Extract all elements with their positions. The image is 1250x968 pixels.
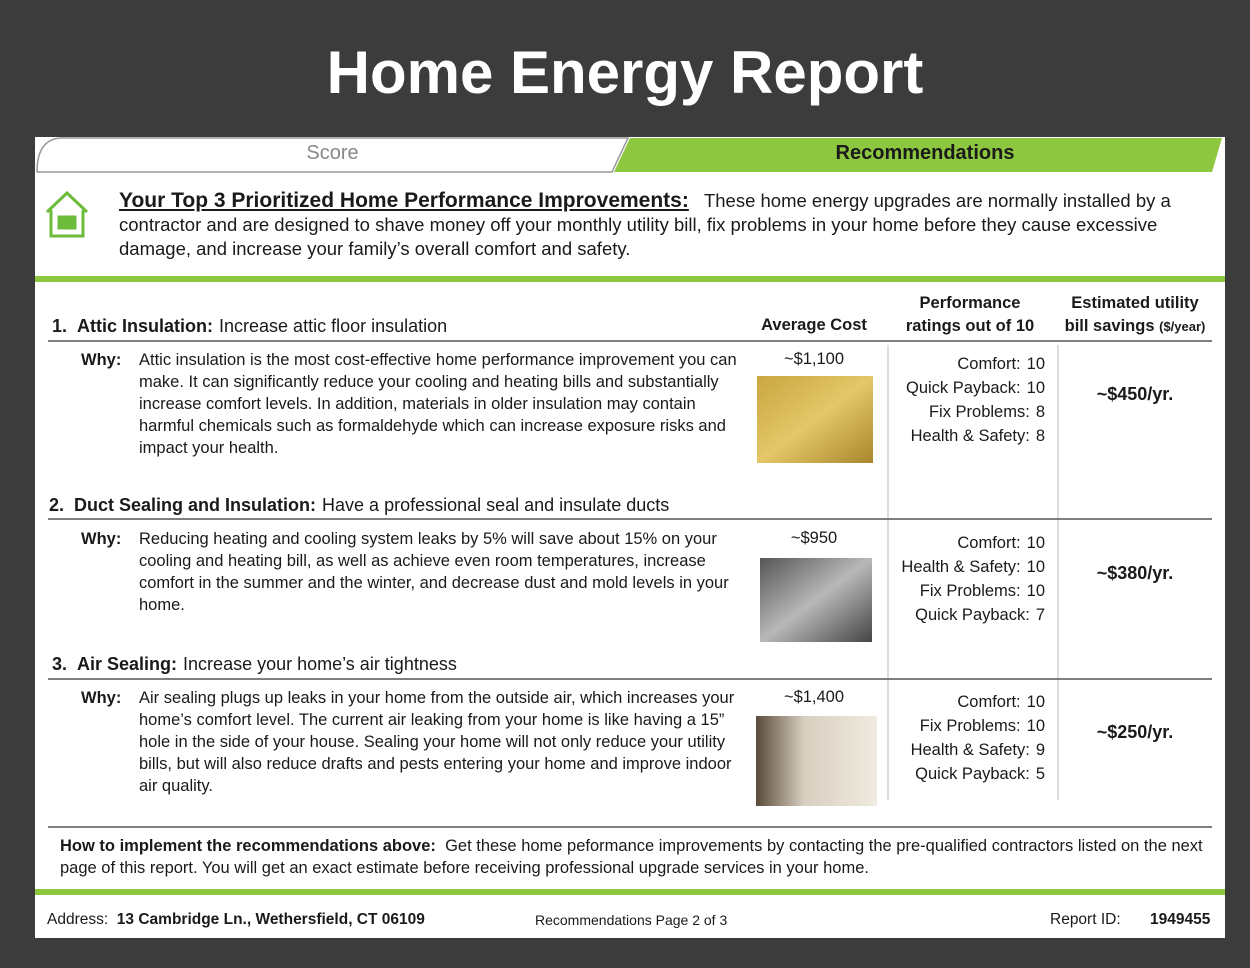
rating-value: 8 bbox=[1036, 403, 1045, 421]
rating-value: 9 bbox=[1036, 741, 1045, 759]
rating-label: Quick Payback: bbox=[915, 765, 1030, 783]
tab-label[interactable]: Score bbox=[37, 142, 628, 165]
rating: Health & Safety: 9 bbox=[875, 741, 1045, 760]
rating: Comfort: 10 bbox=[875, 534, 1045, 553]
rating-label: Health & Safety: bbox=[901, 558, 1020, 576]
rating-value: 10 bbox=[1027, 355, 1045, 373]
rating-value: 8 bbox=[1036, 427, 1045, 445]
rating-label: Health & Safety: bbox=[911, 741, 1030, 759]
rating-label: Quick Payback: bbox=[915, 606, 1030, 624]
duct-photo bbox=[760, 558, 872, 642]
why-text: Attic insulation is the most cost-effect… bbox=[139, 349, 739, 459]
rating-label: Fix Problems: bbox=[920, 582, 1021, 600]
page-title: Home Energy Report bbox=[0, 38, 1250, 107]
savings: ~$380/yr. bbox=[1060, 563, 1210, 584]
rating: Health & Safety: 8 bbox=[875, 427, 1045, 446]
item-heading: 1. Attic Insulation: Increase attic floor … bbox=[52, 316, 447, 337]
footer-note: How to implement the recommendations abo… bbox=[60, 835, 1210, 879]
rating-label: Comfort: bbox=[957, 355, 1020, 373]
column-header: Estimated utility bill savings ($/year) bbox=[1060, 292, 1210, 338]
rating-label: Fix Problems: bbox=[929, 403, 1030, 421]
item-number: 2. bbox=[49, 495, 64, 515]
rating-label: Quick Payback: bbox=[906, 379, 1021, 397]
rating: Comfort: 10 bbox=[875, 355, 1045, 374]
why-label: Why: bbox=[81, 687, 121, 709]
rating-label: Health & Safety: bbox=[911, 427, 1030, 445]
rating-value: 10 bbox=[1027, 717, 1045, 735]
intro-heading: Your Top 3 Prioritized Home Performance … bbox=[119, 189, 689, 212]
note-heading: How to implement the recommendations abo… bbox=[60, 837, 436, 855]
page-number: Recommendations Page 2 of 3 bbox=[535, 912, 727, 928]
rating-value: 10 bbox=[1027, 582, 1045, 600]
page: Home Energy Report Score Recommendations… bbox=[0, 0, 1250, 968]
item-summary: Increase your home’s air tightness bbox=[183, 654, 457, 674]
address-label: Address: bbox=[47, 911, 108, 928]
average-cost: ~$1,400 bbox=[752, 688, 876, 707]
rating: Quick Payback: 10 bbox=[875, 379, 1045, 398]
why-label: Why: bbox=[81, 528, 121, 550]
address: Address: 13 Cambridge Ln., Wethersfield,… bbox=[47, 911, 425, 929]
rating: Quick Payback: 5 bbox=[875, 765, 1045, 784]
rating: Comfort: 10 bbox=[875, 693, 1045, 712]
rating-label: Fix Problems: bbox=[920, 717, 1021, 735]
intro: Your Top 3 Prioritized Home Performance … bbox=[119, 189, 1179, 261]
average-cost: ~$950 bbox=[752, 529, 876, 548]
rating-value: 5 bbox=[1036, 765, 1045, 783]
item-name: Attic Insulation: bbox=[77, 316, 213, 336]
average-cost: ~$1,100 bbox=[752, 350, 876, 369]
rating-value: 10 bbox=[1027, 693, 1045, 711]
item-number: 1. bbox=[52, 316, 67, 336]
item-summary: Have a professional seal and insulate du… bbox=[322, 495, 669, 515]
report-id: 1949455 bbox=[1150, 911, 1210, 929]
rating: Fix Problems: 10 bbox=[875, 582, 1045, 601]
air-sealing-photo bbox=[756, 716, 877, 806]
item-name: Air Sealing: bbox=[77, 654, 177, 674]
rating-value: 10 bbox=[1027, 558, 1045, 576]
rating-value: 10 bbox=[1027, 379, 1045, 397]
why-text: Reducing heating and cooling system leak… bbox=[139, 528, 739, 616]
divider bbox=[35, 276, 1225, 282]
rating-value: 10 bbox=[1027, 534, 1045, 552]
item-number: 3. bbox=[52, 654, 67, 674]
rating: Quick Payback: 7 bbox=[875, 606, 1045, 625]
why-text: Air sealing plugs up leaks in your home … bbox=[139, 687, 739, 797]
tab-label[interactable]: Recommendations bbox=[628, 142, 1222, 165]
rating-label: Comfort: bbox=[957, 534, 1020, 552]
rating: Fix Problems: 8 bbox=[875, 403, 1045, 422]
attic-photo bbox=[757, 376, 873, 463]
savings: ~$250/yr. bbox=[1060, 722, 1210, 743]
address-value: 13 Cambridge Ln., Wethersfield, CT 06109 bbox=[117, 911, 425, 928]
house-icon bbox=[47, 193, 87, 236]
why-label: Why: bbox=[81, 349, 121, 371]
column-header-unit: ($/year) bbox=[1159, 319, 1205, 334]
divider bbox=[35, 889, 1225, 895]
item-summary: Increase attic floor insulation bbox=[219, 316, 447, 336]
rating-label: Comfort: bbox=[957, 693, 1020, 711]
item-name: Duct Sealing and Insulation: bbox=[74, 495, 316, 515]
report-id-label: Report ID: bbox=[1050, 911, 1121, 929]
rating: Fix Problems: 10 bbox=[875, 717, 1045, 736]
savings: ~$450/yr. bbox=[1060, 384, 1210, 405]
column-header: Performance ratings out of 10 bbox=[895, 292, 1045, 338]
column-header: Average Cost bbox=[752, 316, 876, 335]
rating-value: 7 bbox=[1036, 606, 1045, 624]
item-heading: 3. Air Sealing: Increase your home’s air t… bbox=[52, 654, 457, 675]
rating: Health & Safety: 10 bbox=[875, 558, 1045, 577]
item-heading: 2. Duct Sealing and Insulation: Have a pro… bbox=[49, 495, 669, 516]
